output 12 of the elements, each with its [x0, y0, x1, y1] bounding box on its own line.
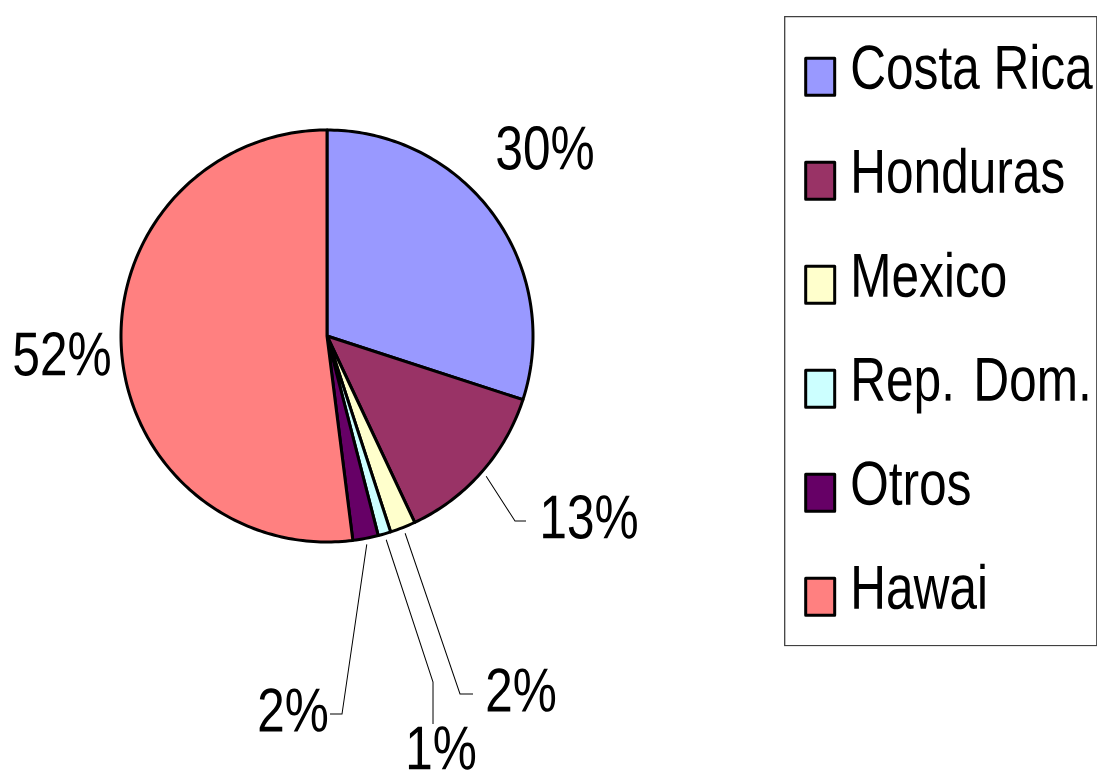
data-label: 13%	[543, 495, 637, 539]
data-label: 52%	[14, 332, 110, 376]
legend-label: Mexico	[854, 251, 1006, 298]
data-label: 2%	[487, 668, 556, 712]
data-label: 1%	[408, 726, 476, 770]
data-label: 2%	[259, 688, 328, 732]
legend-label: Costa Rica	[852, 43, 1093, 90]
legend-label: Hawai	[854, 563, 985, 610]
legend-label: Otros	[852, 461, 970, 506]
legend-label: Rep. Dom.	[854, 357, 1088, 414]
legend-label: Honduras	[854, 147, 1064, 194]
data-label: 30%	[497, 126, 593, 170]
